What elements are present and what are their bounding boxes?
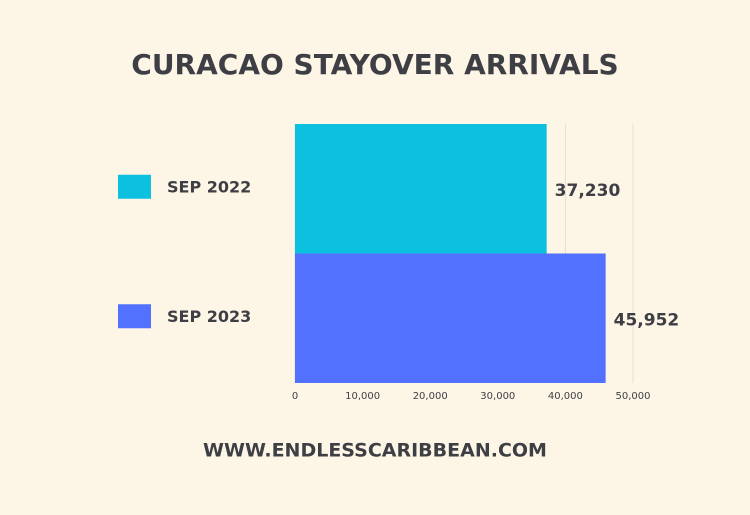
x-tick-label: 20,000: [413, 391, 448, 402]
x-tick-label: 30,000: [480, 391, 515, 402]
x-tick-label: 40,000: [548, 391, 583, 402]
bar: [295, 253, 606, 383]
source: WWW.ENDLESSCARIBBEAN.COM: [203, 440, 547, 462]
x-tick-label: 50,000: [616, 391, 651, 402]
legend-label: SEP 2022: [167, 177, 251, 196]
legend-label: SEP 2023: [167, 307, 251, 326]
bar: [295, 124, 547, 254]
chart-title: CURACAO STAYOVER ARRIVALS: [131, 48, 618, 81]
value-label: 37,230: [555, 181, 621, 201]
legend-swatch: [118, 304, 151, 329]
value-label: 45,952: [614, 310, 680, 330]
x-tick-label: 0: [292, 391, 298, 402]
x-tick-label: 10,000: [345, 391, 380, 402]
legend-swatch: [118, 174, 151, 199]
